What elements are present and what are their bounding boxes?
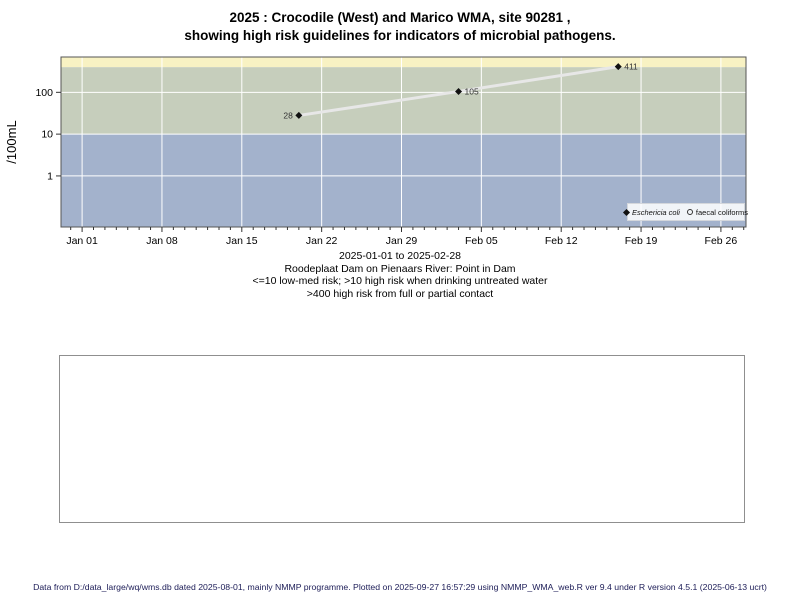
chart-title-line1: 2025 : Crocodile (West) and Marico WMA, … [229,10,571,25]
plot-caption: 2025-01-01 to 2025-02-28 Roodeplaat Dam … [0,250,800,300]
open-circle-icon [686,209,693,215]
caption-risk-guideline-1: <=10 low-med risk; >10 high risk when dr… [252,275,548,288]
plot-area: 28 105 411 Jan 01 Jan 08 Jan 15 Jan 22 Jan 29 Fe… [4,56,747,247]
filled-diamond-icon [622,208,631,216]
caption-site-name: Roodeplaat Dam on Pienaars River: Point … [284,262,516,275]
data-point-label: 105 [465,86,479,96]
legend-item-eschericia-coli: Eschericia coli [622,207,680,217]
x-tick-label: Jan 01 [66,235,98,247]
data-point-label: 411 [624,62,638,72]
y-tick-label: 10 [41,129,53,141]
x-tick-label: Jan 29 [386,235,418,247]
x-tick-label: Feb 12 [545,235,578,247]
chart-title: 2025 : Crocodile (West) and Marico WMA, … [0,9,800,45]
plot-border [60,56,747,228]
x-tick-label: Jan 15 [226,235,258,247]
data-point-marker [455,87,463,95]
data-point-marker [614,63,622,71]
x-tick-label: Feb 26 [705,235,738,247]
y-axis-title: /100mL [4,120,19,163]
band-high-risk-contact [61,57,746,68]
x-tick-label: Feb 05 [465,235,498,247]
legend-label: faecal coliforms [695,207,749,217]
legend-item-faecal-coliforms: faecal coliforms [686,207,749,217]
x-tick-label: Jan 22 [306,235,338,247]
x-tick-label: Feb 19 [625,235,658,247]
y-tick-label: 1 [47,170,53,182]
caption-date-range: 2025-01-01 to 2025-02-28 [338,250,461,262]
x-tick-label: Jan 08 [146,235,178,247]
chart-title-line2: showing high risk guidelines for indicat… [184,28,616,43]
y-tick-label: 100 [35,87,53,99]
legend-label: Eschericia coli [631,207,680,217]
data-point-marker [295,111,303,119]
data-point-label: 28 [283,110,293,120]
empty-panel [59,355,745,523]
caption-risk-guideline-2: >400 high risk from full or partial cont… [306,287,494,300]
plot-legend: Eschericia coli faecal coliforms [622,203,749,221]
footer-text: Data from D:/data_large/wq/wms.db dated … [33,582,767,592]
